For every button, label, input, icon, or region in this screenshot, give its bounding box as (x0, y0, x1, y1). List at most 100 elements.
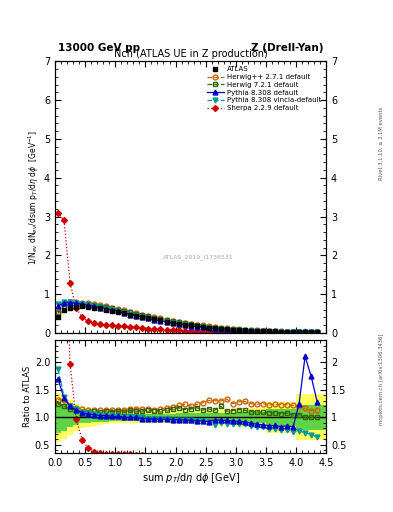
Pythia 8.308 default (297, 329, 301, 335)
Sherpa 2.2.9 default (255, 330, 259, 336)
Sherpa 2.2.9 default (273, 330, 277, 336)
Pythia 8.308 vincia-default (297, 329, 301, 335)
Herwig 7.2.1 default (230, 326, 235, 332)
Herwig 7.2.1 default (122, 308, 127, 314)
Sherpa 2.2.9 default (315, 330, 320, 336)
Sherpa 2.2.9 default (62, 217, 66, 223)
Sherpa 2.2.9 default (309, 330, 314, 336)
Herwig 7.2.1 default (273, 328, 277, 334)
Pythia 8.308 default (164, 319, 169, 325)
Bar (109, 411, 115, 423)
Herwig++ 2.7.1 default (158, 315, 163, 322)
Herwig 7.2.1 default (266, 328, 271, 334)
Pythia 8.308 vincia-default (152, 316, 157, 323)
Herwig 7.2.1 default (315, 329, 320, 335)
Pythia 8.308 vincia-default (255, 328, 259, 334)
Herwig++ 2.7.1 default (266, 328, 271, 334)
Herwig++ 2.7.1 default (92, 301, 97, 307)
Sherpa 2.2.9 default (237, 330, 241, 336)
Sherpa 2.2.9 default (104, 322, 108, 328)
Herwig 7.2.1 default (86, 301, 90, 307)
Herwig 7.2.1 default (194, 322, 199, 328)
X-axis label: sum $p_T$/d$\eta$ d$\phi$ [GeV]: sum $p_T$/d$\eta$ d$\phi$ [GeV] (141, 471, 240, 485)
Bar (97, 410, 103, 424)
Herwig 7.2.1 default (200, 323, 205, 329)
Herwig 7.2.1 default (62, 303, 66, 309)
Pythia 8.308 vincia-default (134, 313, 139, 319)
Herwig 7.2.1 default (248, 327, 253, 333)
Text: ATLAS_2019_I1736531: ATLAS_2019_I1736531 (163, 254, 234, 260)
Herwig++ 2.7.1 default (248, 327, 253, 333)
Herwig++ 2.7.1 default (146, 313, 151, 319)
Herwig 7.2.1 default (80, 301, 84, 307)
Pythia 8.308 default (242, 328, 247, 334)
Bar (73, 410, 79, 425)
Sherpa 2.2.9 default (303, 330, 307, 336)
Bar (206, 410, 236, 424)
Herwig++ 2.7.1 default (237, 326, 241, 332)
Bar (206, 413, 236, 422)
Text: mcplots.cern.ch [arXiv:1306.3436]: mcplots.cern.ch [arXiv:1306.3436] (379, 333, 384, 424)
Sherpa 2.2.9 default (86, 318, 90, 324)
Text: 13000 GeV pp: 13000 GeV pp (58, 44, 140, 53)
Pythia 8.308 default (291, 329, 296, 335)
Herwig 7.2.1 default (242, 327, 247, 333)
Pythia 8.308 vincia-default (98, 304, 103, 310)
Herwig 7.2.1 default (206, 324, 211, 330)
Herwig 7.2.1 default (237, 327, 241, 333)
Title: Nch (ATLAS UE in Z production): Nch (ATLAS UE in Z production) (114, 49, 268, 59)
Pythia 8.308 vincia-default (86, 302, 90, 308)
Bar (130, 412, 145, 423)
Sherpa 2.2.9 default (98, 321, 103, 327)
Pythia 8.308 vincia-default (56, 301, 61, 307)
Herwig 7.2.1 default (309, 329, 314, 335)
Bar (85, 408, 91, 426)
Bar (91, 413, 97, 422)
Pythia 8.308 vincia-default (266, 329, 271, 335)
Herwig 7.2.1 default (140, 312, 145, 318)
Herwig++ 2.7.1 default (68, 299, 72, 305)
Herwig++ 2.7.1 default (86, 300, 90, 306)
Herwig++ 2.7.1 default (62, 300, 66, 306)
Pythia 8.308 vincia-default (74, 300, 79, 306)
Sherpa 2.2.9 default (224, 329, 229, 335)
Herwig++ 2.7.1 default (74, 299, 79, 305)
Sherpa 2.2.9 default (291, 330, 296, 336)
Herwig++ 2.7.1 default (291, 329, 296, 335)
Pythia 8.308 default (261, 328, 265, 334)
Pythia 8.308 default (285, 329, 289, 335)
Pythia 8.308 vincia-default (315, 329, 320, 335)
Bar (296, 394, 326, 440)
Y-axis label: 1/N$_{ev}$ dN$_{ev}$/dsum p$_T$/d$\eta$ d$\phi$  [GeV$^{-1}$]: 1/N$_{ev}$ dN$_{ev}$/dsum p$_T$/d$\eta$ … (27, 130, 41, 265)
Pythia 8.308 default (182, 322, 187, 328)
Sherpa 2.2.9 default (140, 325, 145, 331)
Pythia 8.308 vincia-default (140, 314, 145, 320)
Herwig 7.2.1 default (98, 303, 103, 309)
Pythia 8.308 default (224, 327, 229, 333)
Pythia 8.308 vincia-default (110, 307, 115, 313)
Pythia 8.308 vincia-default (206, 325, 211, 331)
Pythia 8.308 vincia-default (273, 329, 277, 335)
Herwig 7.2.1 default (104, 304, 108, 310)
Herwig++ 2.7.1 default (261, 328, 265, 334)
Herwig 7.2.1 default (56, 310, 61, 316)
Herwig 7.2.1 default (110, 305, 115, 311)
Pythia 8.308 default (188, 323, 193, 329)
Pythia 8.308 default (122, 310, 127, 316)
Pythia 8.308 vincia-default (279, 329, 283, 335)
Herwig++ 2.7.1 default (315, 329, 320, 335)
Bar (176, 413, 206, 422)
Pythia 8.308 vincia-default (237, 327, 241, 333)
Herwig++ 2.7.1 default (110, 305, 115, 311)
Line: Pythia 8.308 default: Pythia 8.308 default (55, 300, 320, 334)
Pythia 8.308 default (303, 328, 307, 334)
Pythia 8.308 vincia-default (182, 322, 187, 328)
Sherpa 2.2.9 default (92, 321, 97, 327)
Sherpa 2.2.9 default (176, 327, 181, 333)
Pythia 8.308 default (266, 329, 271, 335)
Pythia 8.308 vincia-default (261, 328, 265, 334)
Pythia 8.308 vincia-default (128, 311, 133, 317)
Herwig++ 2.7.1 default (80, 300, 84, 306)
Pythia 8.308 default (219, 326, 223, 332)
Sherpa 2.2.9 default (122, 323, 127, 329)
